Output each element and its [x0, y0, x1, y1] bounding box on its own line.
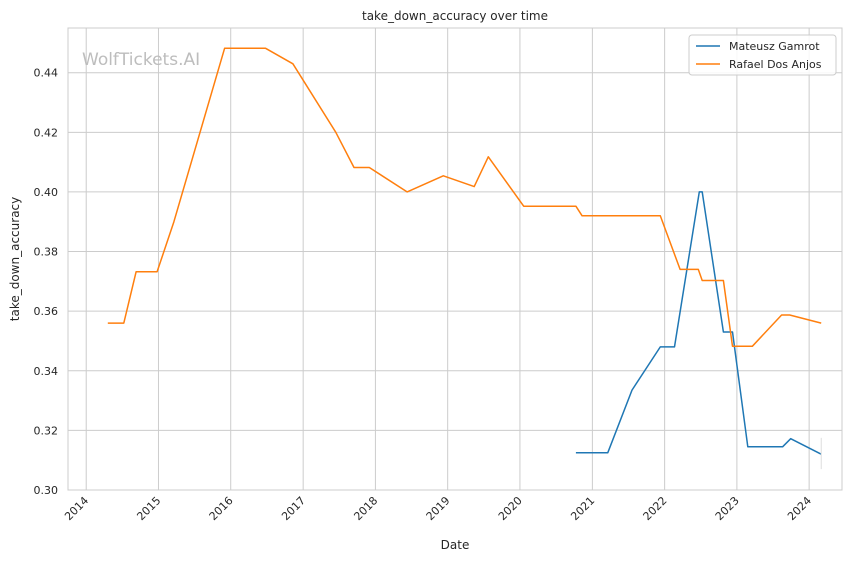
y-tick-label: 0.42 — [34, 126, 59, 139]
y-tick-label: 0.40 — [34, 186, 59, 199]
x-tick-label: 2022 — [641, 494, 670, 523]
legend-label-2: Rafael Dos Anjos — [729, 58, 822, 71]
x-tick-label: 2019 — [424, 494, 453, 523]
y-tick-label: 0.36 — [34, 305, 59, 318]
plot-frame — [67, 27, 843, 491]
series-line-1 — [575, 191, 822, 455]
y-tick-label: 0.34 — [34, 365, 59, 378]
y-tick-label: 0.44 — [34, 67, 59, 80]
chart-title: take_down_accuracy over time — [362, 9, 548, 23]
y-tick-label: 0.32 — [34, 424, 59, 437]
x-tick-label: 2015 — [134, 494, 163, 523]
plot-area — [68, 28, 842, 490]
y-tick-label: 0.38 — [34, 246, 59, 259]
x-tick-label: 2020 — [496, 494, 525, 523]
x-tick-label: 2024 — [785, 494, 814, 523]
x-axis-title: Date — [441, 538, 470, 552]
y-axis-title: take_down_accuracy — [8, 197, 22, 321]
legend-label-1: Mateusz Gamrot — [729, 40, 820, 53]
y-tick-label: 0.30 — [34, 484, 59, 497]
watermark-group: WolfTickets.AI — [82, 50, 200, 70]
x-tick-label: 2018 — [351, 494, 380, 523]
watermark: WolfTickets.AI — [82, 50, 200, 70]
series-line-2 — [107, 47, 822, 348]
x-tick-label: 2021 — [568, 494, 597, 523]
x-tick-label: 2014 — [62, 494, 91, 523]
x-tick-label: 2016 — [207, 494, 236, 523]
legend: Mateusz Gamrot Rafael Dos Anjos — [688, 34, 837, 76]
series-group — [107, 47, 822, 470]
x-tick-label: 2017 — [279, 494, 308, 523]
legend-box — [688, 34, 837, 76]
x-tick-label: 2023 — [713, 494, 742, 523]
